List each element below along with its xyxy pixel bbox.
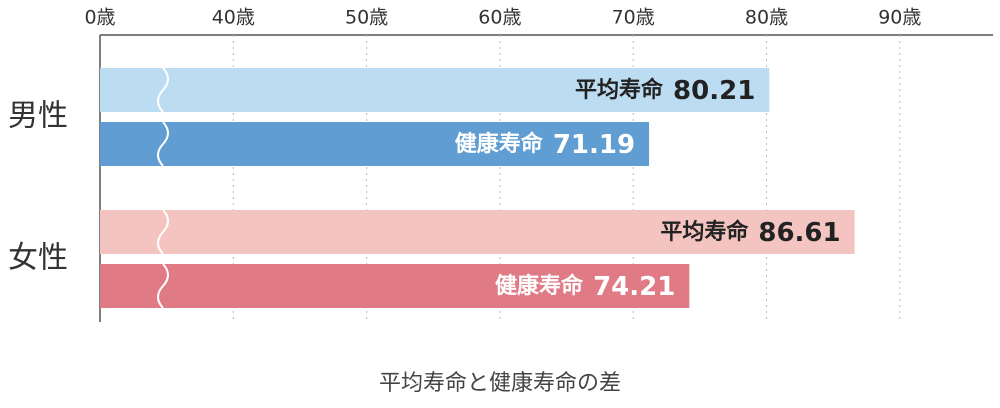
bar-label: 健康寿命 71.19 <box>455 130 635 160</box>
bar-label: 平均寿命 80.21 <box>575 76 755 106</box>
series-name: 平均寿命 <box>660 219 749 245</box>
x-tick-label: 90歳 <box>878 7 921 29</box>
axis-break <box>157 209 169 255</box>
x-tick-label: 0歳 <box>84 7 115 29</box>
series-name: 平均寿命 <box>575 77 664 103</box>
axis-break <box>157 67 169 113</box>
series-name: 健康寿命 <box>495 273 584 299</box>
x-tick-label: 40歳 <box>212 7 255 29</box>
chart-title: 平均寿命と健康寿命の差 <box>379 371 621 396</box>
bar <box>100 264 690 308</box>
bar <box>100 122 650 166</box>
bar <box>100 210 855 254</box>
value-label: 86.61 <box>758 218 840 248</box>
value-label: 74.21 <box>593 272 675 302</box>
x-tick-label: 80歳 <box>745 7 788 29</box>
series-name: 健康寿命 <box>455 131 544 157</box>
bar-label: 平均寿命 86.61 <box>660 218 840 248</box>
x-tick-label: 60歳 <box>478 7 521 29</box>
x-tick-label: 70歳 <box>612 7 655 29</box>
category-label: 男性 <box>8 99 68 134</box>
category-label: 女性 <box>8 241 68 276</box>
x-tick-label: 50歳 <box>345 7 388 29</box>
bar-label: 健康寿命 74.21 <box>495 272 675 302</box>
value-label: 80.21 <box>673 76 755 106</box>
axis-break <box>157 263 169 309</box>
bar <box>100 68 770 112</box>
value-label: 71.19 <box>553 130 635 160</box>
axis-break <box>157 121 169 167</box>
